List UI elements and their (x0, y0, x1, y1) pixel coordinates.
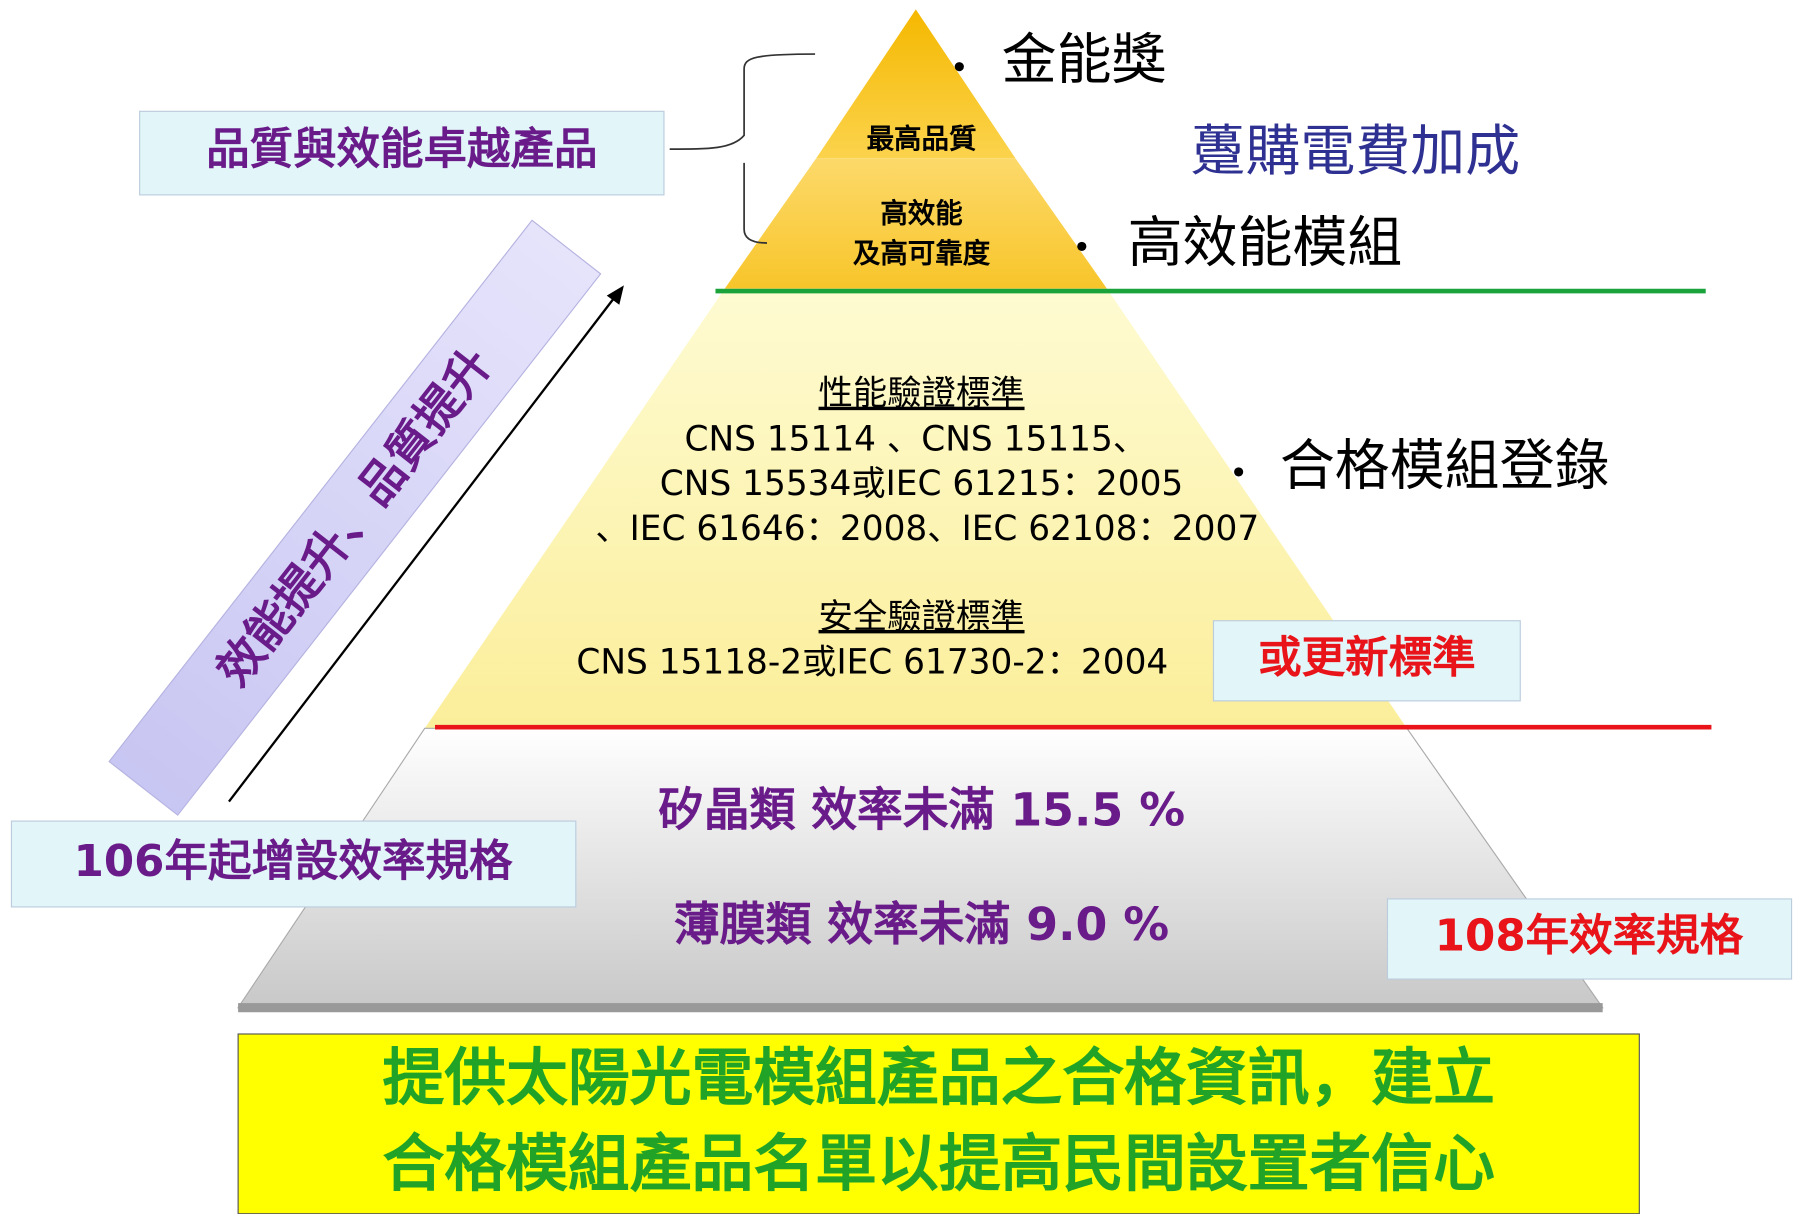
standard-line: CNS 15118-2或IEC 61730-2：2004 (576, 643, 1168, 683)
spec108-label: 108年效率規格 (1435, 911, 1744, 961)
standard-line: CNS 15534或IEC 61215：2005 (660, 464, 1183, 504)
tier-top (816, 9, 1016, 159)
base-shadow (238, 1003, 1603, 1013)
bullet (954, 62, 964, 72)
update-box (1212, 620, 1521, 702)
bullet (1077, 241, 1087, 251)
tier-label: 最高品質 (867, 123, 977, 155)
brace (669, 53, 816, 244)
right-label: 金能獎 (1002, 27, 1167, 91)
standard-title: 安全驗證標準 (819, 597, 1025, 637)
right-label: 高效能模組 (1128, 211, 1403, 275)
bullet (1234, 467, 1244, 477)
efficiency-line: 薄膜類 效率未滿 9.0 % (674, 897, 1169, 951)
tier-label: 及高可靠度 (853, 237, 991, 269)
efficiency-line: 矽晶類 效率未滿 15.5 % (658, 783, 1185, 837)
spec106-label: 106年起增設效率規格 (74, 837, 513, 887)
banner-label: 效能提升、品質提升 (206, 338, 502, 696)
excellent-label: 品質與效能卓越產品 (206, 125, 597, 175)
standard-line: 、IEC 61646：2008、IEC 62108：2007 (595, 509, 1259, 549)
arrow-head (606, 285, 624, 305)
footer-line: 合格模組產品名單以提高民間設置者信心 (383, 1128, 1495, 1200)
tier-second (724, 158, 1107, 289)
tier-label: 高效能 (880, 197, 962, 229)
update-label: 或更新標準 (1258, 633, 1476, 683)
tier-middle (424, 288, 1407, 729)
right-label: 躉購電費加成 (1191, 119, 1521, 183)
banner-shape (108, 219, 602, 816)
spec108-box (1386, 898, 1793, 980)
spec106-box (10, 820, 577, 908)
standard-line: CNS 15114 、CNS 15115、 (684, 420, 1147, 460)
footer-line: 提供太陽光電模組產品之合格資訊，建立 (383, 1042, 1495, 1114)
right-label: 合格模組登錄 (1280, 434, 1610, 498)
excellent-box (139, 110, 665, 196)
arrow-line (228, 294, 617, 803)
standard-title: 性能驗證標準 (819, 374, 1025, 414)
